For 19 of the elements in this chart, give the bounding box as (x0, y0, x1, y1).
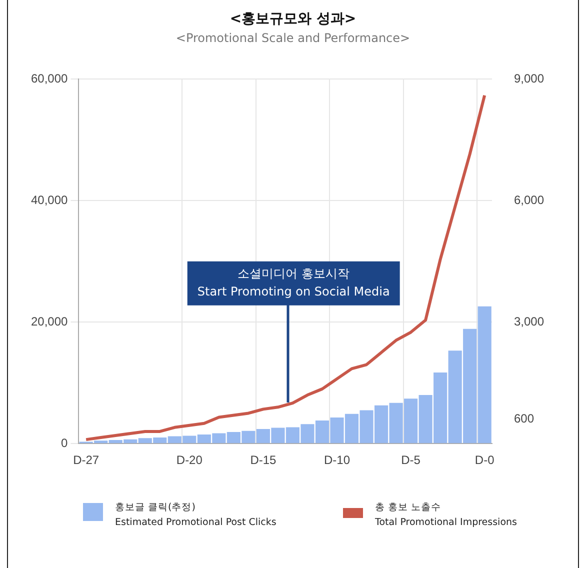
x-tick-label: D-20 (176, 453, 203, 468)
chart-subtitle: <Promotional Scale and Performance> (174, 31, 412, 45)
legend-label: 총 홍보 노출수 Total Promotional Impressions (375, 501, 517, 530)
y-tick-label: 40,000 (31, 192, 68, 207)
y-tick-label: 0 (61, 436, 68, 450)
y2-tick-label: 9,000 (514, 72, 544, 86)
chart-title: <홍보규모와 성과> (228, 10, 358, 28)
y2-tick-label: 600 (514, 412, 534, 426)
annotation: 소셜미디어 홍보시작 Start Promoting on Social Media (197, 266, 390, 299)
y-tick-label: 60,000 (31, 72, 68, 86)
x-tick-label: D-27 (73, 453, 100, 468)
y-tick-label: 20,000 (31, 314, 68, 328)
x-tick-label: D-15 (250, 453, 277, 468)
y2-tick-label: 6,000 (514, 192, 544, 207)
x-tick-label: D-5 (401, 453, 421, 468)
x-tick-label: D-0 (474, 453, 495, 468)
y2-tick-label: 3,000 (514, 314, 544, 328)
x-tick-label: D-10 (324, 453, 350, 468)
legend-label: 홍보글 클릭(추정) Estimated Promotional Post Clicks (115, 501, 276, 530)
